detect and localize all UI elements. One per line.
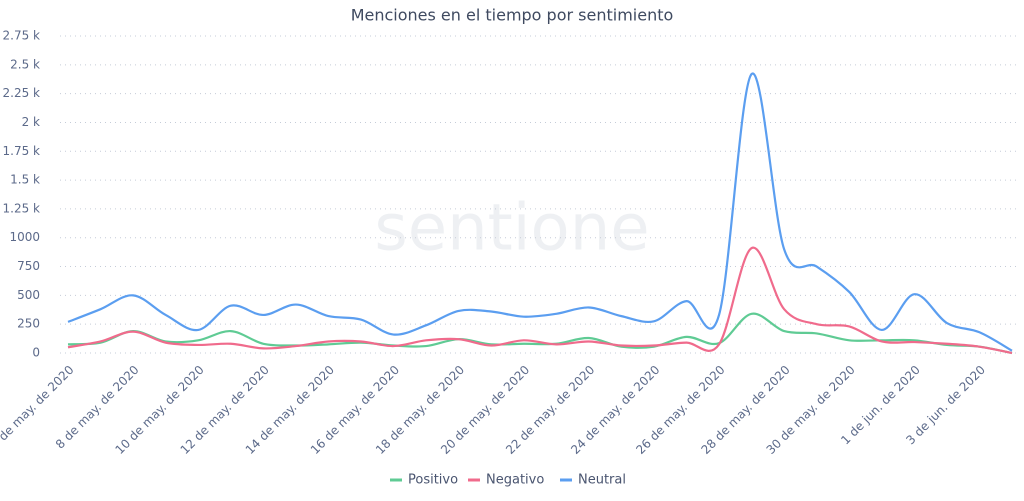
- y-tick-label: 2.5 k: [10, 57, 40, 71]
- y-tick-label: 1.25 k: [3, 201, 41, 215]
- y-tick-label: 750: [17, 259, 40, 273]
- y-tick-label: 250: [17, 317, 40, 331]
- series-line: [67, 246, 1013, 355]
- y-tick-label: 2.75 k: [3, 29, 41, 43]
- y-tick-label: 500: [17, 288, 40, 302]
- series-line: [67, 312, 1013, 355]
- watermark: sentione: [374, 192, 649, 266]
- y-tick-label: 2.25 k: [3, 86, 41, 100]
- y-tick-label: 2 k: [22, 115, 40, 129]
- legend-label: Neutral: [578, 473, 626, 488]
- y-tick-label: 0: [32, 346, 40, 360]
- y-tick-label: 1.5 k: [10, 173, 40, 187]
- legend-label: Negativo: [486, 473, 544, 488]
- legend-label: Positivo: [408, 473, 458, 488]
- series-line: [67, 72, 1013, 352]
- y-tick-label: 1000: [9, 230, 40, 244]
- chart-title: Menciones en el tiempo por sentimiento: [351, 6, 674, 25]
- y-tick-label: 1.75 k: [3, 144, 41, 158]
